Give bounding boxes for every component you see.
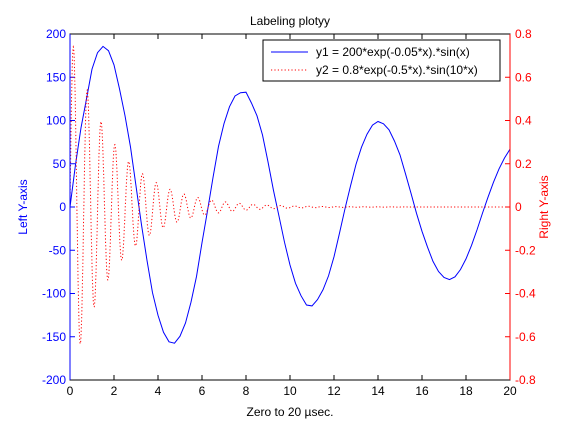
x-axis-label: Zero to 20 µsec.: [247, 405, 334, 419]
left-y-tick-label: -200: [42, 373, 66, 387]
x-tick-label: 10: [283, 384, 297, 398]
x-tick-label: 20: [503, 384, 517, 398]
left-y-tick-label: 150: [46, 70, 66, 84]
x-tick-label: 16: [415, 384, 429, 398]
x-tick-label: 6: [199, 384, 206, 398]
left-y-tick-label: 50: [53, 157, 67, 171]
right-y-tick-label: 0: [515, 200, 522, 214]
right-y-tick-label: 0.6: [515, 70, 532, 84]
chart-title: Labeling plotyy: [250, 14, 330, 28]
right-y-tick-label: -0.8: [515, 373, 536, 387]
legend-label-y2: y2 = 0.8*exp(-0.5*x).*sin(10*x): [316, 63, 478, 77]
right-y-tick-label: -0.4: [515, 287, 536, 301]
x-tick-label: 4: [155, 384, 162, 398]
x-tick-label: 0: [67, 384, 74, 398]
x-tick-label: 2: [111, 384, 118, 398]
left-y-tick-label: -150: [42, 330, 66, 344]
x-tick-label: 8: [243, 384, 250, 398]
series-y2-line: [69, 45, 510, 345]
right-y-tick-label: -0.2: [515, 243, 536, 257]
right-y-tick-label: 0.8: [515, 27, 532, 41]
left-y-axis-label: Left Y-axis: [16, 179, 30, 234]
right-y-axis-label: Right Y-axis: [537, 175, 551, 238]
legend: y1 = 200*exp(-0.05*x).*sin(x) y2 = 0.8*e…: [262, 39, 501, 82]
right-y-tick-label: 0.4: [515, 114, 532, 128]
left-y-tick-label: 100: [46, 114, 66, 128]
left-y-tick-label: 200: [46, 27, 66, 41]
x-tick-label: 14: [371, 384, 385, 398]
legend-box: [262, 39, 501, 82]
left-y-tick-label: -50: [49, 243, 67, 257]
right-y-tick-label: -0.6: [515, 330, 536, 344]
series-y1-line: [69, 45, 511, 344]
legend-label-y1: y1 = 200*exp(-0.05*x).*sin(x): [316, 45, 470, 59]
x-tick-label: 18: [459, 384, 473, 398]
axis-ticks: 0 2 4 6 8 10 12 14 16 18 20 -200 -150 -100 -50 0 50 100 15…: [42, 27, 536, 398]
right-y-tick-label: 0.2: [515, 157, 532, 171]
left-y-tick-label: 0: [59, 200, 66, 214]
plot-area: [70, 34, 510, 380]
left-y-tick-label: -100: [42, 287, 66, 301]
series-layer: [69, 45, 511, 345]
x-tick-label: 12: [327, 384, 341, 398]
